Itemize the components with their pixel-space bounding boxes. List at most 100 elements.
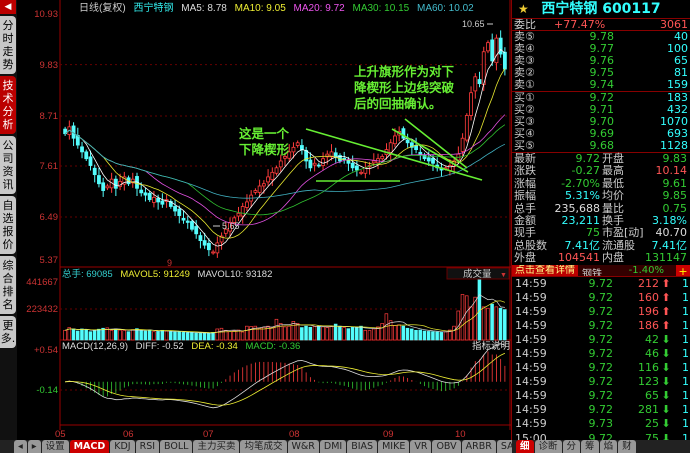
date-label: 08 [289,429,300,440]
volume-bar [304,325,308,341]
tick-extra: 1 [682,375,689,389]
volume-bar [84,329,88,341]
sidebar-tab-more[interactable]: 更多. [0,316,16,348]
indicator-tab-mike[interactable]: MIKE [378,440,410,453]
candle [147,191,152,202]
tick-row: 14:59 9.72 186 ⬆ 1 [512,319,690,333]
candle [333,147,338,163]
stat-value: 131147 [645,251,687,265]
volume-bar [300,327,304,341]
volume-bar [168,331,173,341]
sidebar-tab-watchlist[interactable]: 自选报价 [0,196,16,254]
kline-chart[interactable]: 10.93 9.83 8.71 7.61 6.49 5.37 441667 22… [17,0,511,440]
quote-tab[interactable]: 细 [516,440,534,453]
candle [194,220,199,239]
candle [409,139,414,156]
quote-tab[interactable]: 焰 [599,440,618,453]
stat-value: 23,211 [561,213,601,227]
order-label: 卖② [514,66,535,79]
chart-mode[interactable]: 日线(复权) [79,1,126,14]
candle [190,219,194,232]
tick-extra: 1 [682,304,689,318]
plus-button[interactable]: + [676,264,690,276]
tick-volume: 123 [638,375,659,389]
volume-bar [215,328,220,341]
volume-bar [498,307,503,341]
volume-bar [97,328,101,341]
indicator-tab-boll[interactable]: BOLL [160,440,193,453]
indicator-tab-dmi[interactable]: DMI [319,440,347,453]
stat-label: 均价 [602,189,624,203]
arrow-down-icon: ⬇ [661,403,671,417]
tick-price: 9.73 [588,417,614,431]
volume-bar [397,324,401,341]
volume-bar [308,326,313,341]
indicator-tab-rsi[interactable]: RSI [135,440,160,453]
quote-tab[interactable]: 分 [562,440,581,453]
indicator-tab-arbr[interactable]: ARBR [461,440,496,453]
quote-tab[interactable]: 财 [618,440,636,453]
indicator-tab-obv[interactable]: OBV [432,440,461,453]
indicator-tab-kdj[interactable]: KDJ [110,440,135,453]
candle [97,167,101,188]
volume-bar [130,329,135,341]
volume-bar [422,330,427,341]
order-volume: 40 [674,30,688,43]
sidebar-tab-company[interactable]: 公司资讯 [0,136,16,194]
volume-bar [135,328,139,341]
next-tab-button[interactable]: ▸ [27,440,41,453]
ma10-value: MA10: 9.05 [235,3,287,14]
candle [278,154,283,172]
stat-label: 换手 [602,213,624,227]
volume-bar [190,332,194,341]
indicator-tab-主力买卖[interactable]: 主力买卖 [193,440,240,453]
volume-bar [388,320,393,341]
volume-bar [283,326,287,341]
chevron-down-icon[interactable]: ▼ [500,272,507,279]
settings-button[interactable]: 设置 [41,440,69,453]
order-volume: 81 [674,66,688,79]
tick-row: 14:59 9.72 46 ⬇ 1 [512,347,690,361]
macd-axis-label: +0.54 [34,345,58,356]
quote-tab[interactable]: 诊断 [534,440,562,453]
sidebar-tab-intraday[interactable]: 分时走势 [0,16,16,74]
high-marker: 10.65 [462,19,485,29]
order-price: 9.71 [589,103,615,116]
tick-price: 9.72 [588,361,614,375]
price-axis-label: 10.93 [34,9,58,20]
view-detail-button[interactable]: 点击查看详情 [512,264,578,276]
tick-extra: 1 [682,318,689,332]
candle [223,221,228,237]
stat-value: 235,688 [554,201,601,215]
indicator-tab-macd[interactable]: MACD [69,440,110,453]
indicator-selector[interactable] [446,267,510,280]
indicator-tab-bias[interactable]: BIAS [347,440,378,453]
indicator-tab-w&r[interactable]: W&R [287,440,319,453]
tick-row: 14:59 9.72 212 ⬆ 1 [512,277,690,291]
indicator-help-button[interactable]: 指标说明 [472,340,510,352]
volume-bar [207,332,211,341]
ma10-line [64,68,506,239]
sidebar-tab-technical[interactable]: 技术分析 [0,76,16,134]
volume-bar [202,332,207,341]
prev-tab-button[interactable]: ◂ [14,440,27,453]
volume-bar [464,295,469,341]
arrow-left-icon[interactable]: ◀ [0,0,16,14]
tick-extra: 1 [682,290,689,304]
volume-bar [118,329,122,341]
tick-list[interactable]: 14:59 9.72 212 ⬆ 1 14:59 9.72 160 ⬆ 1 14:59 9.72 196… [512,277,690,446]
tick-row: 14:59 9.72 42 ⬇ 1 [512,333,690,347]
mavol10-line [64,300,506,333]
star-icon[interactable]: ★ [518,2,529,16]
indicator-tab-均笔成交[interactable]: 均笔成交 [240,440,287,453]
candle [135,172,139,197]
indicator-tab-vr[interactable]: VR [410,440,432,453]
order-label: 卖④ [514,42,535,55]
tick-time: 14:59 [515,276,547,290]
candle [405,133,410,148]
quote-tab[interactable]: 筹 [581,440,599,453]
volume-bar [359,325,363,341]
dea-line [65,352,506,406]
sidebar-tab-ranking[interactable]: 综合排名 [0,256,16,314]
volume-bar [228,331,232,341]
